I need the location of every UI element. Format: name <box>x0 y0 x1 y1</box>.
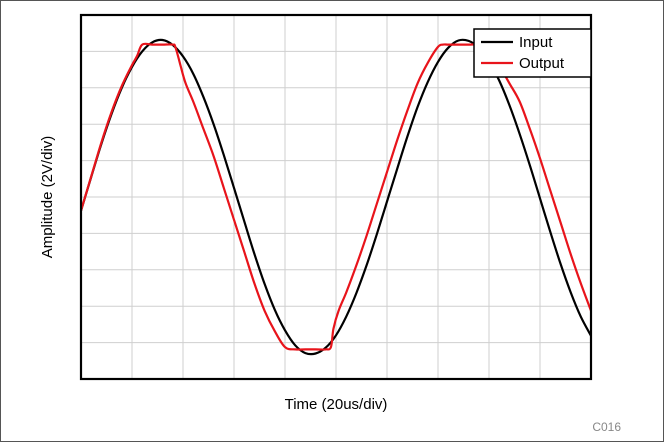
x-axis-label: Time (20us/div) <box>285 396 388 413</box>
figure-code: C016 <box>592 420 621 434</box>
legend-label-output: Output <box>519 55 565 72</box>
y-axis-label: Amplitude (2V/div) <box>39 136 56 259</box>
series-line-input <box>79 38 592 356</box>
grid <box>81 15 591 379</box>
legend: Input Output <box>473 28 592 78</box>
legend-box <box>473 28 592 78</box>
legend-label-input: Input <box>519 34 553 51</box>
plot-border <box>79 13 593 381</box>
